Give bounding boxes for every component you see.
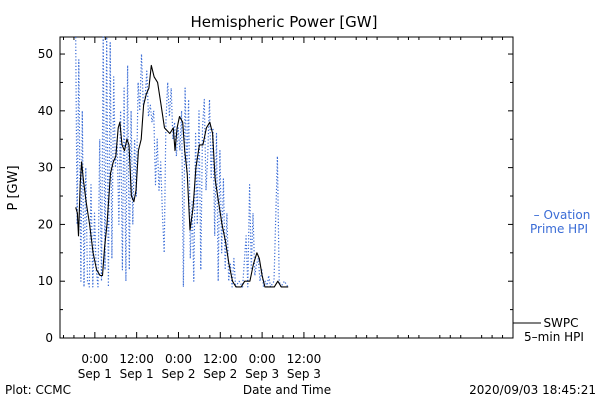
x-tick-date-label: Sep 3: [287, 367, 321, 381]
x-tick-time-label: 12:00: [287, 352, 322, 366]
x-tick-date-label: Sep 1: [78, 367, 112, 381]
legend-swpc-line1: SWPC: [543, 316, 578, 330]
x-axis-label: Date and Time: [243, 383, 331, 397]
plot-timestamp: 2020/09/03 18:45:21: [469, 383, 596, 397]
plot-source: Plot: CCMC: [5, 383, 71, 397]
legend-ovation-line1: – Ovation: [534, 208, 591, 222]
series-line-ovation: [75, 36, 289, 288]
legend-ovation-line2: Prime HPI: [530, 222, 588, 236]
series-layer: [75, 36, 289, 288]
x-tick-date-label: Sep 1: [120, 367, 154, 381]
x-tick-date-label: Sep 2: [161, 367, 195, 381]
x-tick-time-label: 0:00: [249, 352, 276, 366]
plot-area-frame: [59, 36, 514, 339]
series-line-swpc: [75, 64, 289, 288]
y-tick-label: 10: [38, 274, 53, 288]
x-tick-time-label: 12:00: [203, 352, 238, 366]
legend-swpc-line2: 5–min HPI: [524, 330, 584, 344]
y-axis-label: P [GW]: [6, 165, 21, 210]
x-tick-time-label: 0:00: [81, 352, 108, 366]
x-tick-time-label: 12:00: [119, 352, 154, 366]
y-tick-label: 30: [38, 161, 53, 175]
y-tick-label: 20: [38, 217, 53, 231]
y-tick-label: 50: [38, 47, 53, 61]
legend: – Ovation Prime HPI SWPC 5–min HPI: [513, 208, 590, 344]
x-tick-date-label: Sep 2: [203, 367, 237, 381]
x-tick-date-label: Sep 3: [245, 367, 279, 381]
chart-title: Hemispheric Power [GW]: [191, 13, 378, 31]
y-tick-label: 40: [38, 104, 53, 118]
x-tick-time-label: 0:00: [165, 352, 192, 366]
y-axis: 0 10 20 30 40 50: [38, 47, 513, 345]
y-tick-label: 0: [45, 331, 53, 345]
